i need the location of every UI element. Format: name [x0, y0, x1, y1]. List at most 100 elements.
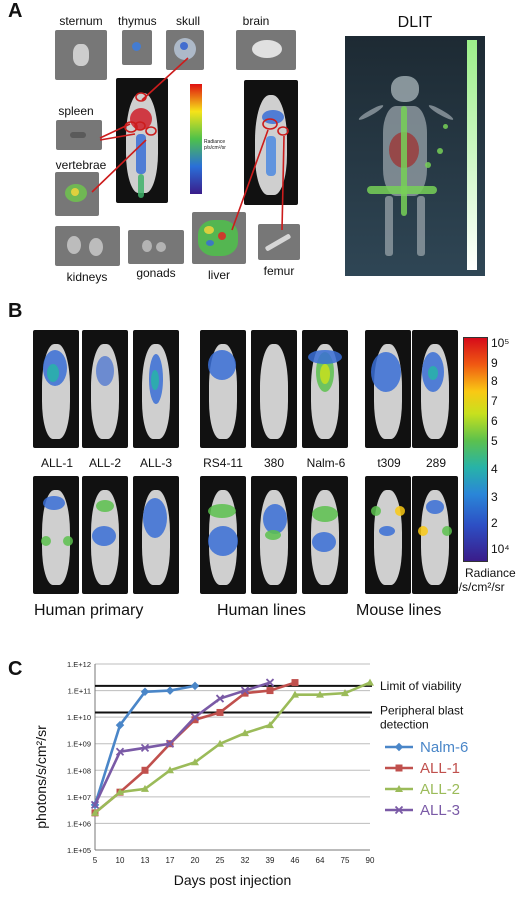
data-point-all-1: [266, 687, 274, 695]
x-tick-label: 39: [266, 856, 275, 865]
data-point-all-2: [341, 689, 349, 697]
reference-label-blast-detection-2: detection: [380, 717, 429, 731]
sample-label-380: 380: [263, 456, 285, 470]
dorsal-mouse-image-2: [82, 330, 128, 448]
sample-label-289: 289: [425, 456, 447, 470]
y-tick-label: 1.E+12: [67, 660, 91, 669]
sample-label-rs4-11: RS4-11: [203, 456, 243, 470]
data-point-all-2: [266, 721, 274, 729]
ventral-mouse-image-1: [33, 476, 79, 594]
y-tick-label: 1.E+11: [68, 687, 91, 696]
group-label-mouse-lines: Mouse lines: [356, 602, 442, 619]
data-point-all-3: [190, 713, 200, 722]
ventral-mouse-image-5: [251, 476, 297, 594]
sample-label-nalm-6: Nalm-6: [306, 456, 346, 470]
x-tick-label: 64: [316, 856, 325, 865]
organ-label-vertebrae: vertebrae: [55, 158, 107, 172]
data-point-all-2: [291, 690, 299, 698]
colorbar-tick-label-9: 10⁴: [491, 542, 510, 556]
x-tick-label: 5: [93, 856, 98, 865]
dlit-3d-image: [345, 36, 485, 276]
dorsal-mouse-image-3: [133, 330, 179, 448]
data-point-all-3: [240, 686, 250, 695]
data-point-nalm-6: [140, 687, 150, 697]
x-tick-label: 13: [141, 856, 150, 865]
sample-label-t309: t309: [377, 456, 401, 470]
legend-label-all-2: ALL-2: [420, 781, 460, 798]
data-point-all-3: [165, 739, 175, 748]
colorbar-tick-label-7: 3: [491, 490, 498, 504]
radiance-colorbar: [463, 337, 488, 562]
organ-image-vertebrae: [55, 172, 99, 216]
data-point-all-1: [241, 689, 249, 697]
panel-a-letter: A: [8, 0, 23, 22]
organ-label-sternum: sternum: [59, 14, 103, 28]
data-point-all-2: [116, 788, 124, 796]
reference-label-limit-of-viability: Limit of viability: [380, 679, 461, 693]
small-colorbar-label: Radiance p/s/cm²/sr: [204, 139, 226, 151]
organ-pointer-lines: [91, 57, 289, 231]
colorbar-tick-label-1: 9: [491, 356, 498, 370]
group-label-human-lines: Human lines: [217, 602, 306, 619]
colorbar-tick-label-3: 7: [491, 394, 498, 408]
organ-image-sternum: [55, 30, 107, 80]
data-point-all-2: [366, 678, 374, 686]
ventral-mouse-image-6: [302, 476, 348, 594]
x-tick-label: 25: [216, 856, 225, 865]
panel-c-letter: C: [8, 658, 23, 680]
legend-label-all-3: ALL-3: [420, 802, 460, 819]
colorbar-tick-label-4: 6: [491, 414, 498, 428]
x-tick-label: 20: [191, 856, 200, 865]
panel-b-letter: B: [8, 300, 23, 322]
dorsal-mouse-image-5: [251, 330, 297, 448]
data-point-all-2: [241, 729, 249, 737]
data-point-all-3: [140, 743, 150, 752]
organ-image-brain: [236, 30, 296, 70]
colorbar-tick-label-5: 5: [491, 434, 498, 448]
series-line-all-3: [93, 681, 271, 806]
y-tick-label: 1.E+10: [67, 713, 91, 722]
colorbar-label-units: p/s/cm²/sr: [452, 580, 505, 594]
organ-label-femur: femur: [263, 264, 295, 278]
ventral-mouse-image-7: [365, 476, 411, 594]
data-point-all-1: [216, 708, 224, 716]
colorbar-tick-label-2: 8: [491, 374, 498, 388]
ventral-mouse-image-3: [133, 476, 179, 594]
organ-image-liver: [192, 212, 246, 264]
organ-label-skull: skull: [175, 14, 200, 28]
colorbar-tick-label-6: 4: [491, 462, 498, 476]
x-axis-title: Days post injection: [174, 872, 292, 888]
data-point-nalm-6: [165, 686, 175, 695]
series-line-all-1: [94, 681, 296, 814]
x-tick-label: 46: [291, 856, 300, 865]
data-point-all-1: [141, 766, 149, 774]
data-point-all-3: [215, 694, 225, 703]
sample-label-all-2: ALL-2: [88, 456, 122, 470]
sample-label-all-1: ALL-1: [40, 456, 74, 470]
legend-label-nalm-6: Nalm-6: [420, 739, 468, 756]
data-point-all-2: [316, 690, 324, 698]
x-tick-label: 90: [366, 856, 375, 865]
organ-label-thymus: thymus: [118, 14, 157, 28]
data-point-all-3: [115, 747, 125, 756]
y-tick-label: 1.E+09: [67, 740, 91, 749]
colorbar-tick-label-0: 10⁵: [491, 336, 510, 350]
organ-image-gonads: [128, 230, 184, 264]
y-tick-label: 1.E+05: [67, 846, 91, 855]
data-point-all-2: [166, 766, 174, 774]
dorsal-mouse-image-8: [412, 330, 458, 448]
data-point-all-3: [90, 800, 100, 809]
sample-label-all-3: ALL-3: [139, 456, 173, 470]
data-point-all-2: [216, 739, 224, 747]
dorsal-mouse-image-6: [302, 330, 348, 448]
y-tick-label: 1.E+07: [67, 793, 91, 802]
dorsal-mouse-image-1: [33, 330, 79, 448]
legend-marker-all-2: [395, 785, 403, 792]
dorsal-mouse-image-7: [365, 330, 411, 448]
colorbar-tick-label-8: 2: [491, 516, 498, 530]
organ-image-skull: [166, 30, 204, 70]
organ-image-spleen: [56, 120, 102, 150]
organ-label-gonads: gonads: [136, 266, 176, 280]
x-tick-label: 75: [341, 856, 350, 865]
ventral-mouse-image-8: [412, 476, 458, 594]
